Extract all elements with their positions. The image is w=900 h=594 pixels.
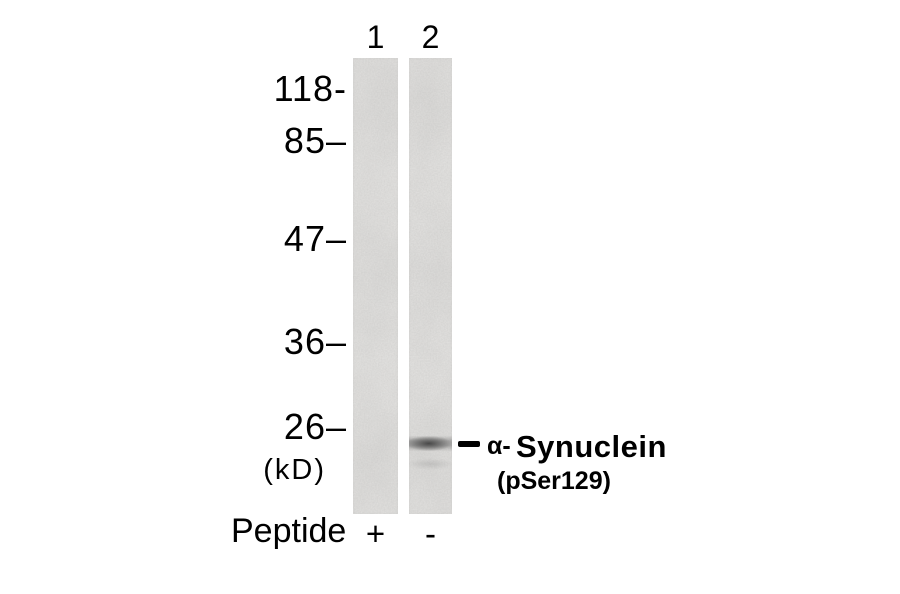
annotation-protein-name: Synuclein: [516, 429, 667, 464]
lane-1-noise-texture: [353, 58, 398, 514]
lane-1-label: 1: [366, 19, 385, 55]
unit-label-kd: (kD): [263, 454, 326, 486]
mw-marker-47: 47–: [283, 218, 347, 259]
blot-lane-2: [409, 58, 452, 514]
peptide-sign-lane-2: -: [425, 515, 436, 552]
faint-secondary-band: [409, 458, 452, 470]
annotation-alpha-prefix: α-: [487, 432, 511, 460]
annotation-modification: (pSer129): [497, 467, 611, 495]
blot-lane-1: [353, 58, 398, 514]
mw-marker-85: 85–: [283, 120, 347, 161]
band-pointer-dash: [458, 441, 480, 447]
mw-marker-36: 36–: [283, 321, 347, 362]
peptide-row-label: Peptide: [231, 512, 347, 550]
peptide-sign-lane-1: +: [365, 515, 386, 552]
protein-band: [409, 435, 452, 452]
mw-marker-26: 26–: [283, 406, 347, 447]
lane-2-label: 2: [421, 19, 440, 55]
mw-marker-118: 118-: [273, 68, 347, 109]
